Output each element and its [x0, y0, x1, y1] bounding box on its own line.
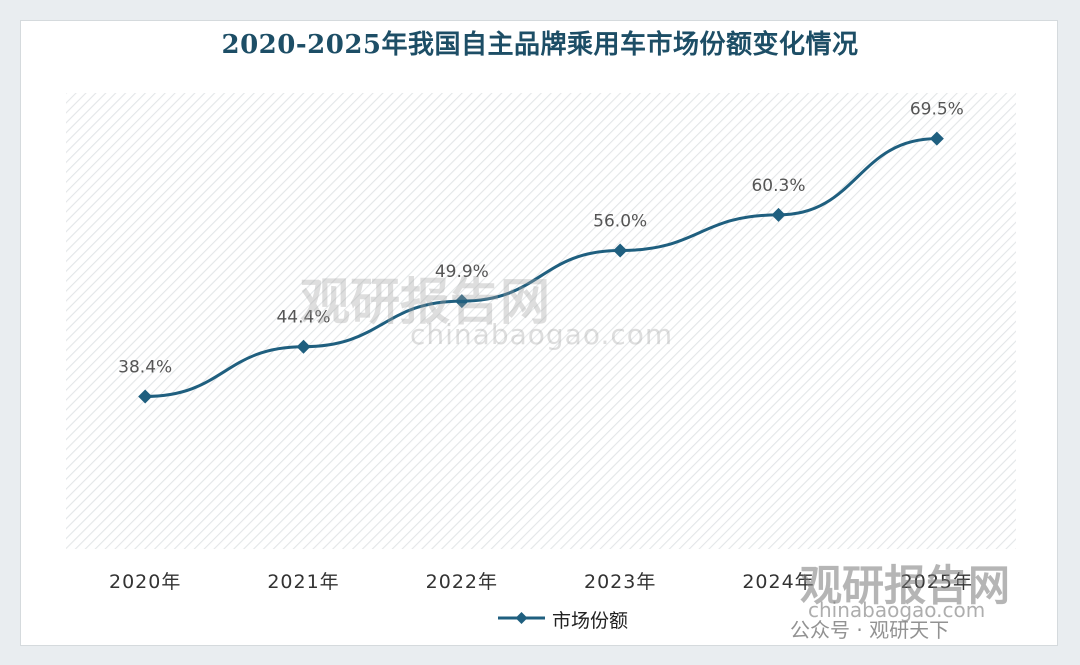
x-tick-label: 2024年 [742, 571, 814, 593]
data-label: 56.0% [593, 212, 647, 232]
x-tick-label: 2022年 [426, 571, 498, 593]
data-point [138, 389, 153, 404]
legend-label: 市场份额 [552, 610, 629, 632]
data-label: 44.4% [276, 308, 330, 328]
watermark-url: chinabaogao.com [410, 318, 674, 351]
data-label: 38.4% [118, 357, 172, 377]
data-point [613, 243, 628, 258]
series-line [145, 137, 937, 398]
data-label: 49.9% [435, 262, 489, 282]
plot-area [66, 93, 1016, 549]
data-label: 69.5% [910, 100, 964, 120]
data-point [454, 294, 469, 309]
x-tick-label: 2020年 [109, 571, 181, 593]
chart-title: 2020-2025年我国自主品牌乘用车市场份额变化情况 [221, 30, 859, 60]
watermark-wechat: 公众号 · 观研天下 [790, 618, 950, 642]
data-label: 60.3% [751, 176, 805, 196]
x-tick-label: 2021年 [267, 571, 339, 593]
watermark-url-corner: chinabaogao.com [808, 598, 986, 622]
watermark-brand: 观研报告网 [300, 273, 550, 331]
x-tick-label: 2025年 [901, 571, 973, 593]
x-tick-label: 2023年 [584, 571, 656, 593]
data-point [771, 207, 786, 222]
data-point [296, 339, 311, 354]
legend-marker [515, 612, 528, 624]
watermark-brand-corner: 观研报告网 [800, 561, 1011, 610]
data-point [929, 131, 944, 146]
